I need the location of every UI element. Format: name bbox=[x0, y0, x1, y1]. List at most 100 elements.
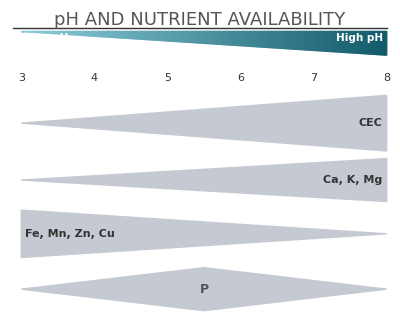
Polygon shape bbox=[354, 32, 356, 53]
Polygon shape bbox=[168, 32, 169, 41]
Polygon shape bbox=[294, 32, 295, 49]
Polygon shape bbox=[277, 32, 279, 48]
Polygon shape bbox=[87, 32, 89, 36]
Polygon shape bbox=[188, 32, 189, 42]
Polygon shape bbox=[210, 32, 211, 44]
Polygon shape bbox=[72, 32, 74, 35]
Text: 3: 3 bbox=[18, 72, 25, 83]
Polygon shape bbox=[378, 32, 379, 55]
Polygon shape bbox=[341, 32, 343, 52]
Polygon shape bbox=[89, 32, 91, 36]
Polygon shape bbox=[248, 32, 250, 46]
Polygon shape bbox=[246, 32, 248, 46]
Polygon shape bbox=[186, 32, 188, 42]
Polygon shape bbox=[379, 32, 381, 55]
Polygon shape bbox=[173, 32, 175, 41]
Polygon shape bbox=[213, 32, 215, 44]
Polygon shape bbox=[43, 32, 45, 33]
Polygon shape bbox=[153, 32, 155, 40]
Polygon shape bbox=[40, 32, 41, 33]
Polygon shape bbox=[45, 32, 47, 33]
Polygon shape bbox=[198, 32, 200, 43]
Polygon shape bbox=[310, 32, 312, 50]
Text: Fe, Mn, Zn, Cu: Fe, Mn, Zn, Cu bbox=[25, 229, 115, 239]
Polygon shape bbox=[184, 32, 186, 42]
Polygon shape bbox=[52, 32, 54, 33]
Polygon shape bbox=[215, 32, 217, 44]
Polygon shape bbox=[195, 32, 197, 43]
Polygon shape bbox=[127, 32, 129, 38]
Polygon shape bbox=[324, 32, 326, 51]
Polygon shape bbox=[147, 32, 149, 40]
Polygon shape bbox=[67, 32, 69, 34]
Text: P: P bbox=[200, 283, 208, 296]
Text: Ca, K, Mg: Ca, K, Mg bbox=[324, 175, 383, 185]
Polygon shape bbox=[142, 32, 144, 39]
Polygon shape bbox=[171, 32, 173, 41]
Polygon shape bbox=[69, 32, 70, 35]
Polygon shape bbox=[376, 32, 378, 55]
Polygon shape bbox=[134, 32, 136, 39]
Polygon shape bbox=[284, 32, 286, 48]
Polygon shape bbox=[339, 32, 341, 52]
Polygon shape bbox=[356, 32, 358, 53]
Text: Low pH: Low pH bbox=[25, 33, 68, 43]
Polygon shape bbox=[288, 32, 290, 49]
Polygon shape bbox=[118, 32, 120, 38]
Polygon shape bbox=[120, 32, 122, 38]
Polygon shape bbox=[359, 32, 361, 54]
Polygon shape bbox=[261, 32, 262, 47]
Polygon shape bbox=[193, 32, 195, 43]
Polygon shape bbox=[36, 32, 38, 33]
Polygon shape bbox=[85, 32, 87, 36]
Polygon shape bbox=[275, 32, 277, 48]
Polygon shape bbox=[76, 32, 78, 35]
Polygon shape bbox=[303, 32, 304, 50]
Polygon shape bbox=[107, 32, 109, 37]
Polygon shape bbox=[217, 32, 218, 44]
Polygon shape bbox=[358, 32, 359, 53]
Polygon shape bbox=[226, 32, 228, 45]
Polygon shape bbox=[350, 32, 352, 53]
Polygon shape bbox=[21, 95, 387, 151]
Polygon shape bbox=[316, 32, 317, 51]
Polygon shape bbox=[92, 32, 94, 36]
Polygon shape bbox=[299, 32, 301, 49]
Polygon shape bbox=[323, 32, 324, 51]
Polygon shape bbox=[237, 32, 239, 46]
Polygon shape bbox=[255, 32, 257, 47]
Polygon shape bbox=[328, 32, 330, 51]
Polygon shape bbox=[149, 32, 151, 40]
Polygon shape bbox=[138, 32, 140, 39]
Polygon shape bbox=[257, 32, 259, 47]
Polygon shape bbox=[104, 32, 105, 37]
Polygon shape bbox=[314, 32, 316, 50]
Polygon shape bbox=[381, 32, 383, 55]
Text: CEC: CEC bbox=[359, 118, 383, 128]
Polygon shape bbox=[21, 210, 387, 257]
Polygon shape bbox=[197, 32, 198, 43]
Polygon shape bbox=[105, 32, 107, 37]
Polygon shape bbox=[383, 32, 385, 55]
Polygon shape bbox=[136, 32, 138, 39]
Polygon shape bbox=[281, 32, 282, 48]
Polygon shape bbox=[63, 32, 65, 34]
Polygon shape bbox=[60, 32, 62, 34]
Polygon shape bbox=[244, 32, 246, 46]
Polygon shape bbox=[306, 32, 308, 50]
Polygon shape bbox=[96, 32, 98, 36]
Polygon shape bbox=[253, 32, 255, 47]
Polygon shape bbox=[102, 32, 104, 37]
Text: pH AND NUTRIENT AVAILABILITY: pH AND NUTRIENT AVAILABILITY bbox=[54, 11, 346, 29]
Polygon shape bbox=[94, 32, 96, 36]
Polygon shape bbox=[98, 32, 100, 37]
Text: High pH: High pH bbox=[336, 33, 383, 43]
Polygon shape bbox=[160, 32, 162, 41]
Polygon shape bbox=[231, 32, 233, 45]
Polygon shape bbox=[348, 32, 350, 53]
Polygon shape bbox=[345, 32, 346, 53]
Polygon shape bbox=[292, 32, 294, 49]
Polygon shape bbox=[158, 32, 160, 41]
Polygon shape bbox=[175, 32, 176, 41]
Polygon shape bbox=[218, 32, 220, 44]
